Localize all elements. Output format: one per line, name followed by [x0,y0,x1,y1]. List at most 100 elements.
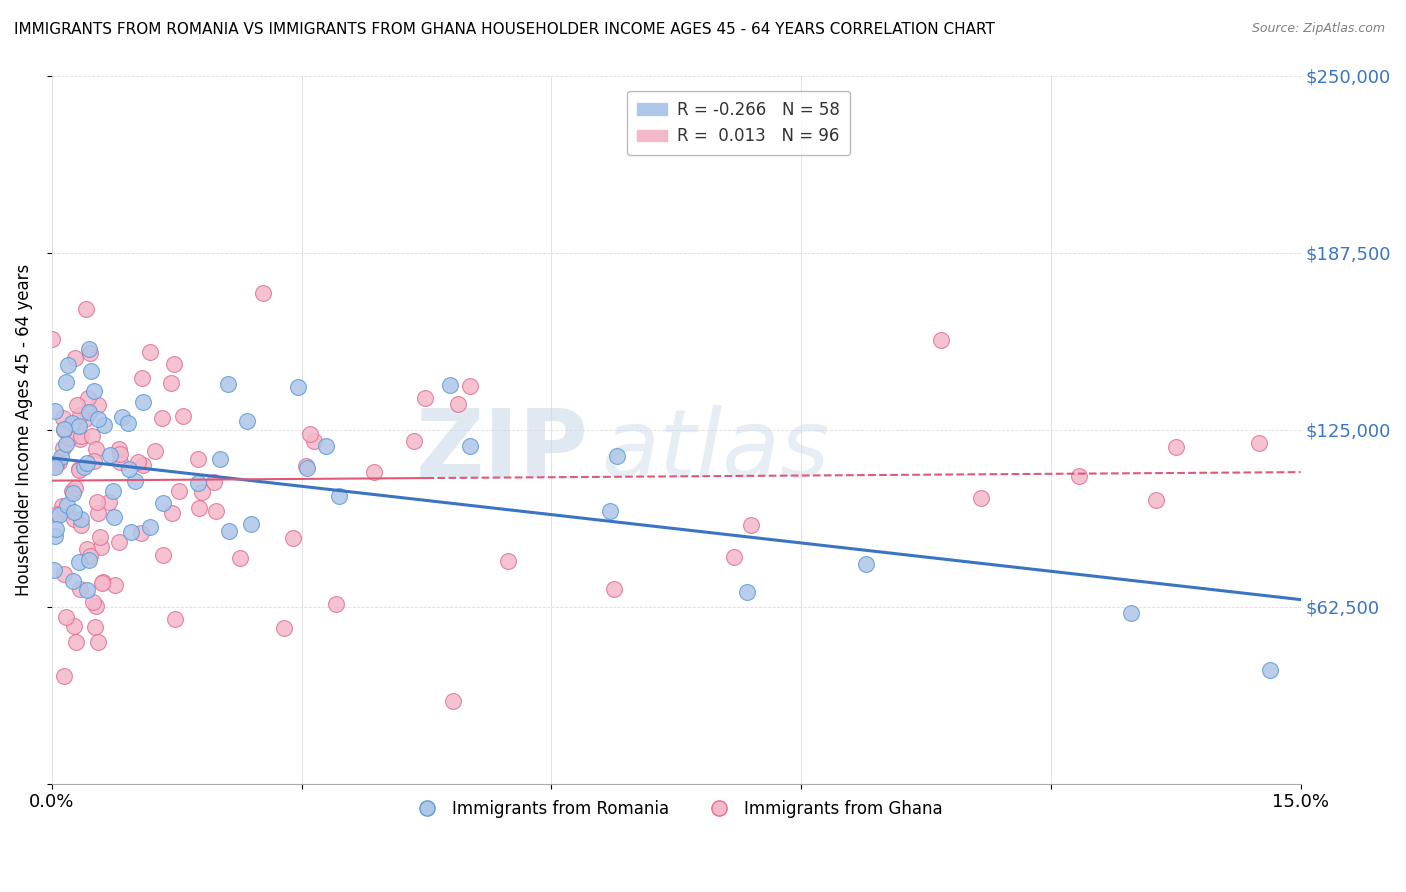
Point [69,582,91,596]
Point [51,500,73,514]
Point [191,484,214,499]
Point [86,412,108,426]
Point [239,516,262,531]
Point [69,517,91,532]
Point [55,437,77,451]
Point [52,441,75,455]
Point [82,429,104,443]
Point [328,489,350,503]
Point [44,563,66,577]
Point [80,363,103,377]
Point [108,447,131,461]
Point [117,416,139,430]
Point [159,376,181,390]
Point [69,409,91,423]
Point [107,442,129,456]
Point [56,358,79,372]
Point [131,371,153,385]
Point [236,413,259,427]
Point [87,635,110,649]
Point [127,454,149,468]
Point [46,507,69,521]
Point [145,443,167,458]
Point [86,506,108,520]
Point [45,522,67,536]
Point [104,578,127,592]
Point [76,405,98,419]
Point [295,459,318,474]
Point [458,439,481,453]
Point [439,378,461,392]
Point [735,584,758,599]
Point [187,451,209,466]
Point [76,456,98,470]
Point [101,483,124,498]
Point [325,597,347,611]
Point [58,432,80,446]
Point [66,399,89,413]
Point [1249,435,1271,450]
Point [41,332,63,346]
Point [295,460,318,475]
Point [1258,664,1281,678]
Point [447,397,470,411]
Point [363,465,385,479]
Point [65,635,87,649]
Point [970,491,993,505]
Point [172,409,194,424]
Point [86,495,108,509]
Point [139,345,162,359]
Point [62,485,84,500]
Point [45,457,67,471]
Point [209,452,232,467]
Point [124,474,146,488]
Point [287,380,309,394]
Point [152,496,174,510]
Point [44,403,66,417]
Text: Source: ZipAtlas.com: Source: ZipAtlas.com [1251,22,1385,36]
Point [110,455,132,469]
Point [48,455,70,469]
Point [496,554,519,568]
Point [1069,469,1091,483]
Point [152,549,174,563]
Point [48,508,70,522]
Point [77,391,100,405]
Point [90,576,112,591]
Point [53,567,76,582]
Point [599,504,621,518]
Point [202,475,225,489]
Point [129,525,152,540]
Point [98,495,121,509]
Point [855,557,877,571]
Point [1121,606,1143,620]
Point [93,418,115,433]
Point [84,599,107,613]
Point [402,434,425,448]
Point [79,346,101,360]
Point [83,454,105,468]
Point [67,461,90,475]
Point [458,379,481,393]
Point [67,555,90,569]
Point [187,500,209,515]
Point [167,484,190,499]
Point [62,574,84,588]
Point [90,540,112,554]
Point [108,535,131,549]
Point [44,459,66,474]
Point [52,411,75,425]
Point [302,434,325,449]
Point [205,503,228,517]
Point [67,463,90,477]
Legend: Immigrants from Romania, Immigrants from Ghana: Immigrants from Romania, Immigrants from… [404,794,949,825]
Point [91,574,114,589]
Point [70,512,93,526]
Point [63,619,86,633]
Point [67,419,90,434]
Point [740,518,762,533]
Point [218,524,240,538]
Point [132,458,155,472]
Point [63,351,86,366]
Point [87,398,110,412]
